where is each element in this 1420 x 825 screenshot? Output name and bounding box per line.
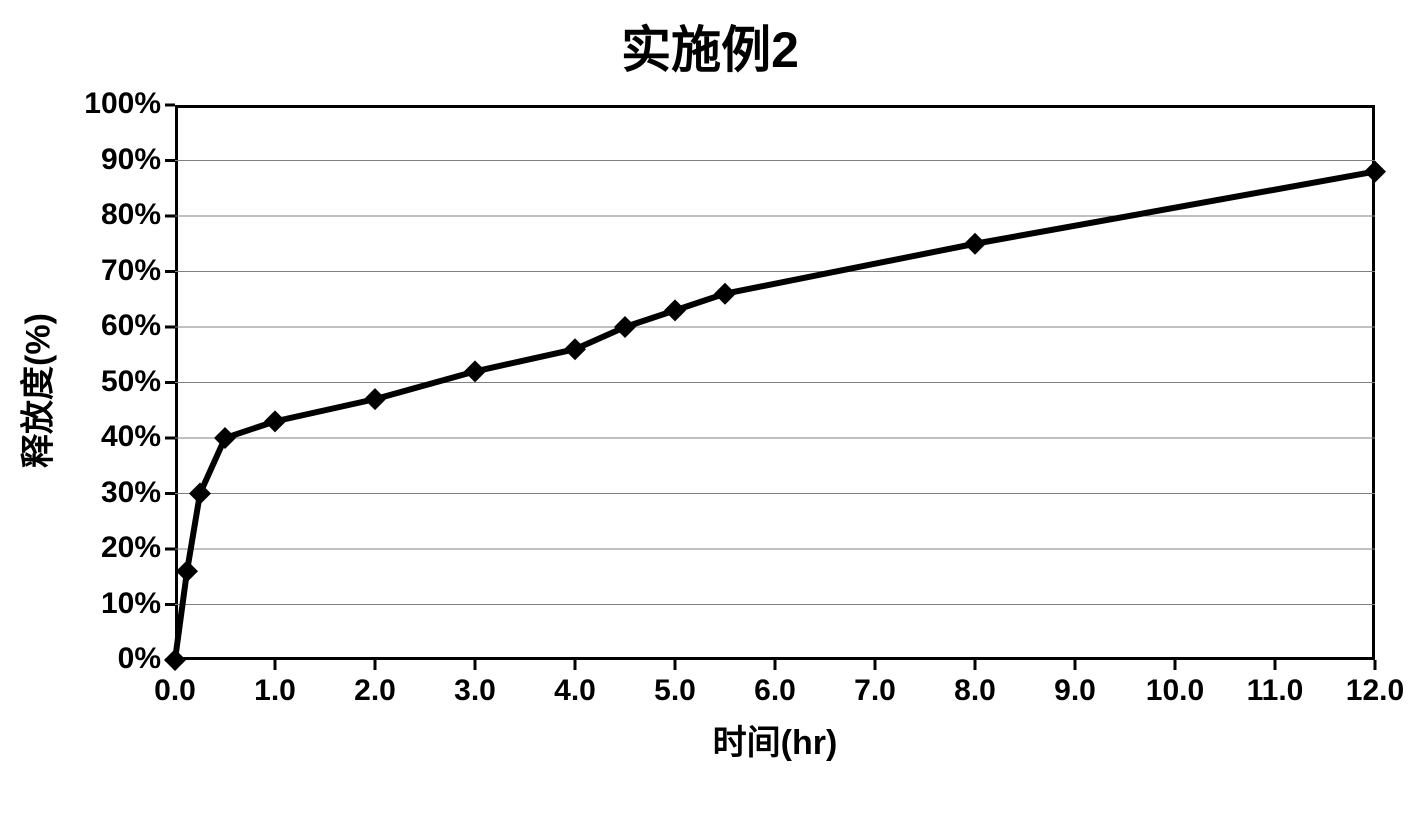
y-tick-label: 20% [101,531,161,565]
y-tick-label: 70% [101,254,161,288]
chart-title: 实施例2 [0,10,1420,82]
x-tick-label: 9.0 [1035,674,1115,708]
x-axis-label: 时间(hr) [675,715,875,764]
y-axis-label: 释放度(%) [11,290,60,490]
plot-area [175,105,1375,660]
y-tick-label: 40% [101,420,161,454]
y-tick-label: 90% [101,143,161,177]
x-tick-label: 6.0 [735,674,815,708]
y-tick-label: 50% [101,365,161,399]
x-tick-label: 12.0 [1335,674,1415,708]
x-tick-label: 4.0 [535,674,615,708]
x-tick-label: 10.0 [1135,674,1215,708]
x-tick-label: 7.0 [835,674,915,708]
y-tick-label: 100% [84,87,161,121]
x-tick-label: 2.0 [335,674,415,708]
x-tick-label: 0.0 [135,674,215,708]
x-tick-label: 3.0 [435,674,515,708]
y-tick-label: 60% [101,309,161,343]
x-tick-label: 11.0 [1235,674,1315,708]
x-tick-label: 5.0 [635,674,715,708]
y-tick-label: 30% [101,476,161,510]
x-tick-label: 8.0 [935,674,1015,708]
y-tick-label: 10% [101,587,161,621]
y-tick-label: 80% [101,198,161,232]
y-tick-label: 0% [118,642,161,676]
x-tick-label: 1.0 [235,674,315,708]
chart-container: 实施例2 释放度(%) 时间(hr) 0% 10% 20% 30% 40% 50% 60% 7… [0,0,1420,825]
